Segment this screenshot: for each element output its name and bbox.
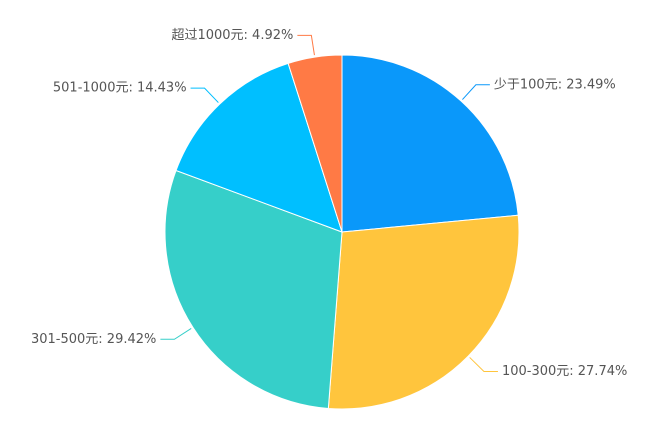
pie-slice xyxy=(327,214,520,410)
leader-line xyxy=(297,34,315,56)
data-label: 301-500元: 29.42% xyxy=(31,332,156,347)
pie-slice xyxy=(341,54,519,233)
pie-slice xyxy=(175,62,343,233)
data-label: 100-300元: 27.74% xyxy=(502,364,627,379)
pie-slice xyxy=(287,54,343,233)
data-label: 超过1000元: 4.92% xyxy=(171,28,293,43)
leader-line xyxy=(160,328,192,340)
pie-slice xyxy=(164,169,343,410)
data-label: 少于100元: 23.49% xyxy=(494,77,616,92)
leader-line xyxy=(190,87,219,103)
data-label: 501-1000元: 14.43% xyxy=(53,81,187,96)
leader-line xyxy=(469,357,498,372)
leader-line xyxy=(462,84,490,100)
